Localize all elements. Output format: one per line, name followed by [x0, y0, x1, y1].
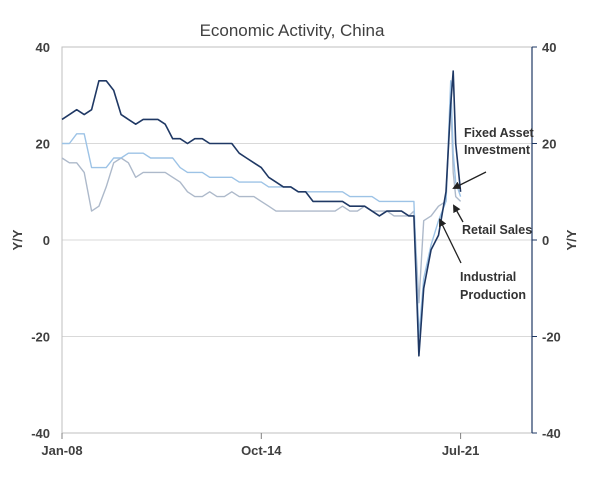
x-ticks: Jan-08 Oct-14 Jul-21: [41, 433, 479, 458]
y-tick-label-left: 20: [36, 137, 50, 152]
series-lines: [61, 70, 462, 357]
series-line-retail-sales: [62, 80, 462, 338]
x-tick-label: Jul-21: [442, 443, 480, 458]
right-y-ticks: -40 -20 0 20 40: [532, 40, 561, 441]
y-tick-label-right: 0: [542, 233, 549, 248]
y-tick-label-right: -40: [542, 426, 561, 441]
x-tick-label: Oct-14: [241, 443, 282, 458]
annotation-label: Industrial: [460, 270, 516, 284]
annotation-arrow: [439, 218, 462, 264]
y-tick-label-right: 40: [542, 40, 556, 55]
y-tick-label-left: 0: [43, 233, 50, 248]
y-tick-label-right: -20: [542, 330, 561, 345]
annotation-label: Fixed Asset: [464, 126, 535, 140]
annotation-retail-sales: Retail Sales: [453, 204, 532, 237]
annotation-label: Investment: [464, 143, 531, 157]
annotation-fixed-asset-investment: Fixed Asset Investment: [452, 126, 535, 189]
annotation-label: Retail Sales: [462, 223, 532, 237]
x-tick-label: Jan-08: [41, 443, 82, 458]
series-line-fixed-asset-investment: [61, 70, 462, 357]
annotation-arrow: [453, 204, 464, 223]
y-tick-label-left: 40: [36, 40, 50, 55]
y-tick-label-right: 20: [542, 137, 556, 152]
right-y-axis-label: Y/Y: [564, 229, 579, 250]
series-line-industrial-production: [61, 94, 462, 304]
annotation-label: Production: [460, 288, 526, 302]
y-tick-label-left: -40: [31, 426, 50, 441]
left-y-ticks: -40 -20 0 20 40: [31, 40, 50, 441]
left-y-axis-label: Y/Y: [10, 229, 25, 250]
y-tick-label-left: -20: [31, 330, 50, 345]
annotation-industrial-production: Industrial Production: [439, 218, 526, 302]
gridlines: [62, 46, 532, 434]
chart-title: Economic Activity, China: [200, 21, 385, 40]
annotation-arrow: [452, 171, 487, 189]
